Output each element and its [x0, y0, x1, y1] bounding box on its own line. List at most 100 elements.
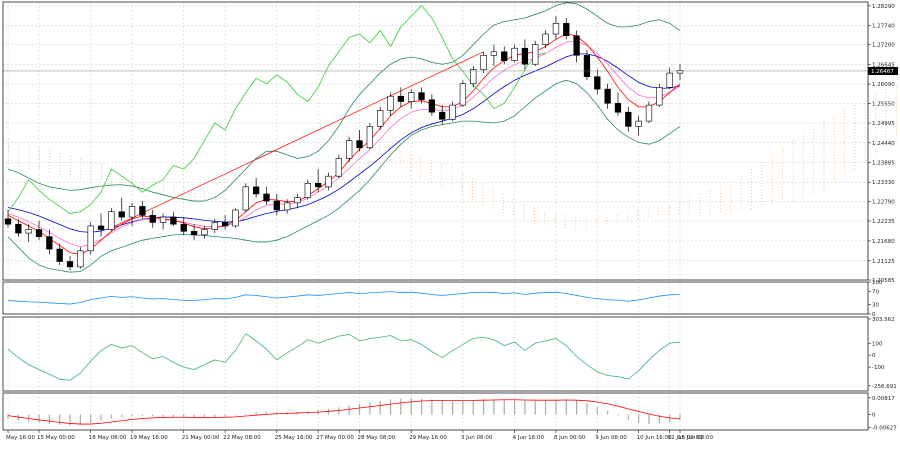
candle-body[interactable] — [521, 47, 529, 65]
candle-body[interactable] — [97, 225, 105, 230]
candle-body[interactable] — [201, 229, 208, 236]
cloud-dot — [451, 188, 453, 190]
candle-body[interactable] — [542, 33, 549, 45]
candle-body[interactable] — [15, 223, 22, 234]
candle-body[interactable] — [449, 104, 456, 120]
candle-body[interactable] — [408, 92, 415, 102]
candle-body[interactable] — [346, 140, 353, 159]
cloud-dot — [813, 141, 814, 143]
cloud-dot — [802, 193, 804, 195]
candle-body[interactable] — [108, 211, 115, 230]
cloud-dot — [18, 150, 20, 152]
candle-body[interactable] — [428, 99, 436, 113]
candle-body[interactable] — [211, 222, 218, 230]
cloud-dot — [740, 197, 742, 198]
candle-body[interactable] — [335, 158, 342, 177]
candle-body[interactable] — [656, 87, 663, 106]
candle-body[interactable] — [315, 183, 322, 188]
cloud-dot — [761, 198, 763, 199]
candle-body[interactable] — [625, 111, 632, 127]
candle-body[interactable] — [397, 95, 405, 102]
candle-body[interactable] — [221, 222, 229, 227]
cloud-dot — [441, 166, 442, 168]
candle-body[interactable] — [128, 206, 136, 218]
candle-body[interactable] — [366, 126, 373, 149]
candle-body[interactable] — [159, 216, 167, 223]
candle-body[interactable] — [170, 216, 177, 225]
macd-panel[interactable]: 0.00817 0 -0.00627 — [2, 392, 897, 431]
price-panel[interactable]: 1.28290 1.27740 1.27200 1.26645 1.26090 1.255… — [2, 1, 900, 284]
candle-body[interactable] — [459, 83, 467, 106]
candle-body[interactable] — [377, 110, 384, 127]
candle-body[interactable] — [594, 76, 601, 90]
candle-body[interactable] — [139, 206, 146, 216]
candle-body[interactable] — [190, 230, 198, 236]
candle-body[interactable] — [118, 211, 125, 218]
rsi-panel[interactable]: 100 70 30 0 — [2, 280, 883, 318]
candle-body[interactable] — [263, 193, 270, 202]
candle-body[interactable] — [552, 23, 560, 35]
candle-body[interactable] — [635, 120, 642, 127]
trend-line[interactable] — [111, 51, 484, 229]
cloud-dot — [49, 168, 51, 169]
candle-body[interactable] — [46, 236, 53, 250]
candle-body[interactable] — [4, 218, 12, 225]
candle-body[interactable] — [283, 202, 291, 211]
candle-body[interactable] — [294, 197, 301, 204]
candle-body[interactable] — [676, 70, 684, 74]
candle-body[interactable] — [563, 23, 570, 37]
cci-panel[interactable]: 303.562 100 0 -100 -256.691 — [2, 316, 897, 392]
cloud-dot — [730, 208, 732, 210]
cloud-dot — [482, 183, 484, 185]
candle-body[interactable] — [325, 175, 332, 188]
candle-body[interactable] — [480, 55, 487, 70]
macd-axis-tick-label: 0.00817 — [872, 396, 895, 402]
candle-body[interactable] — [56, 248, 63, 262]
cloud-dot — [689, 212, 690, 214]
candle-body[interactable] — [604, 88, 611, 104]
candle-body[interactable] — [25, 229, 32, 234]
candle-body[interactable] — [490, 51, 498, 56]
candle-body[interactable] — [439, 111, 446, 120]
candle-body[interactable] — [666, 72, 673, 88]
cloud-dot — [720, 195, 721, 197]
cloud-dot — [740, 188, 742, 189]
candle-body[interactable] — [242, 186, 249, 211]
cloud-dot — [410, 154, 411, 156]
cloud-dot — [575, 220, 577, 221]
candle-body[interactable] — [304, 183, 311, 198]
candle-body[interactable] — [614, 103, 622, 113]
candle-body[interactable] — [583, 55, 591, 77]
candle-body[interactable] — [149, 214, 156, 223]
candle-body[interactable] — [87, 225, 94, 252]
cloud-dot — [492, 191, 494, 193]
cloud-dot — [833, 160, 835, 162]
candle-body[interactable] — [573, 35, 580, 56]
candle-body[interactable] — [645, 104, 653, 122]
candle-body[interactable] — [418, 92, 425, 101]
candle-body[interactable] — [356, 140, 363, 149]
candle-body[interactable] — [232, 209, 239, 227]
cloud-dot — [39, 162, 40, 164]
candle-body[interactable] — [501, 51, 508, 61]
cloud-dot — [8, 156, 9, 158]
cloud-dot — [864, 150, 866, 152]
candle-body[interactable] — [273, 200, 280, 211]
cloud-dot — [709, 193, 711, 195]
cloud-dot — [895, 122, 897, 124]
candle-body[interactable] — [470, 69, 477, 85]
candle-body[interactable] — [387, 95, 394, 111]
candle-body[interactable] — [35, 229, 43, 237]
candle-body[interactable] — [252, 186, 260, 195]
cloud-dot — [70, 161, 71, 163]
candle-body[interactable] — [77, 250, 84, 268]
candle-body[interactable] — [180, 223, 187, 232]
candle-body[interactable] — [66, 261, 74, 268]
cloud-dot — [854, 141, 856, 142]
candle-body[interactable] — [532, 44, 539, 65]
cloud-dot — [49, 150, 51, 151]
candle-body[interactable] — [511, 47, 518, 61]
cloud-dot — [39, 150, 40, 152]
